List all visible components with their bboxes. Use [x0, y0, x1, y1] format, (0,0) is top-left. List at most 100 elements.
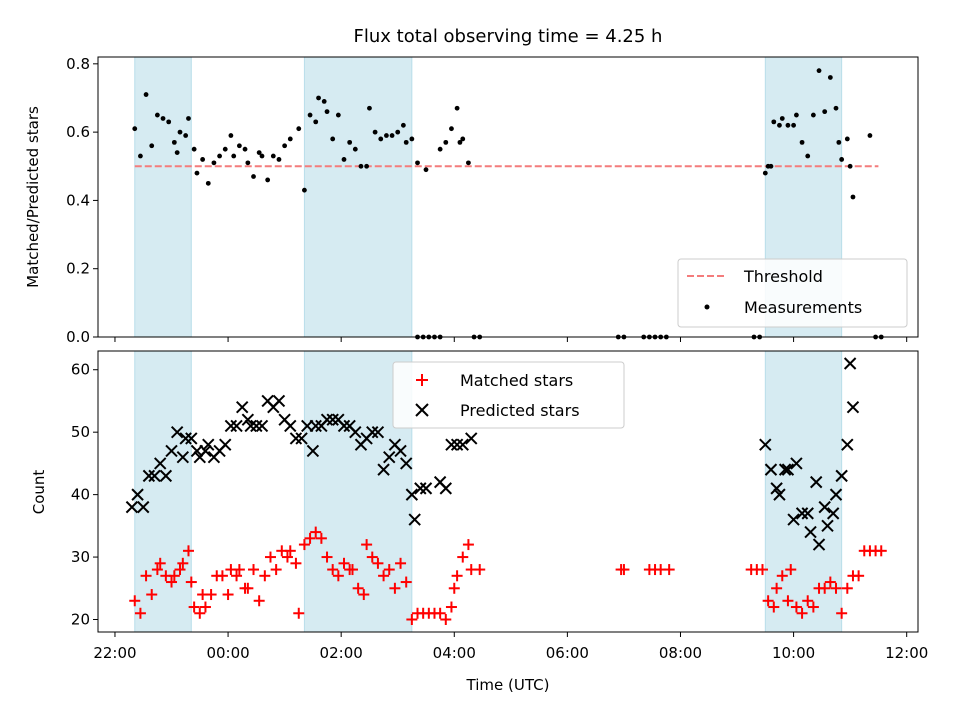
- measurement-point: [171, 139, 177, 145]
- matched-star-point: [154, 557, 166, 569]
- predicted-star-point: [759, 438, 772, 451]
- ratio-panel-frame: [97, 56, 919, 338]
- matched-star-point: [166, 576, 178, 588]
- matched-star-point: [451, 570, 463, 582]
- predicted-star-point-b: [165, 444, 178, 458]
- x-tick-label: 08:00: [659, 644, 702, 662]
- matched-star-point: [293, 607, 305, 619]
- measurement-point: [236, 143, 242, 149]
- measurement-point: [217, 153, 222, 159]
- matched-star-point: [188, 601, 200, 613]
- predicted-star-point: [821, 519, 834, 533]
- matched-legend-marker: [416, 374, 428, 386]
- ratio-y-tick-label: 0.4: [66, 191, 90, 209]
- predicted-star-point: [306, 444, 320, 458]
- matched-star-point: [361, 539, 373, 551]
- matched-star-point: [663, 564, 675, 576]
- predicted-star-point: [843, 357, 857, 370]
- measurement-point: [191, 146, 197, 152]
- predicted-star-point-b: [230, 419, 243, 433]
- matched-star-point: [321, 551, 333, 563]
- ratio-y-tick-label: 0.6: [66, 123, 90, 141]
- measurement-point: [341, 157, 347, 162]
- measurement-point: [847, 163, 853, 169]
- measurements-legend-label: Measurements: [744, 298, 862, 317]
- predicted-star-point: [764, 463, 778, 476]
- measurement-point: [389, 133, 395, 138]
- matched-star-point: [327, 564, 339, 576]
- predicted-star-point: [142, 469, 156, 483]
- matched-star-point: [836, 607, 848, 619]
- measurement-point: [367, 105, 372, 111]
- matched-star-point: [270, 564, 282, 576]
- matched-star-point: [824, 576, 836, 588]
- measurement-point: [313, 119, 319, 125]
- predicted-star-point-b: [235, 400, 249, 414]
- predicted-star-point: [419, 482, 433, 495]
- measurement-point: [276, 157, 282, 162]
- predicted-star-point: [185, 432, 198, 445]
- x-tick-label: 04:00: [433, 644, 476, 662]
- predicted-star-point: [394, 444, 407, 458]
- predicted-star-point-b: [371, 425, 385, 439]
- predicted-star-point: [148, 469, 161, 483]
- predicted-star-point-b: [419, 482, 433, 495]
- predicted-star-point: [773, 488, 786, 501]
- measurement-point: [437, 146, 443, 152]
- predicted-star-point-b: [795, 507, 809, 520]
- predicted-star-point-b: [142, 469, 156, 483]
- predicted-star-point: [812, 538, 826, 551]
- predicted-star-point: [219, 438, 232, 451]
- measurement-point: [358, 163, 364, 169]
- x-axis-label: Time (UTC): [466, 676, 550, 694]
- matched-star-point: [366, 551, 378, 563]
- measurement-point: [138, 153, 143, 159]
- measurement-point: [794, 112, 799, 118]
- predicted-star-point: [337, 419, 351, 433]
- predicted-star-point: [244, 419, 257, 433]
- predicted-star-point-b: [176, 450, 190, 464]
- predicted-star-point-b: [343, 419, 356, 433]
- predicted-star-point-b: [366, 425, 379, 439]
- predicted-star-point-b: [450, 438, 464, 451]
- predicted-star-point-b: [278, 413, 291, 426]
- measurement-point: [816, 68, 822, 74]
- matched-star-point: [146, 589, 158, 601]
- count-observing-band-2: [764, 350, 843, 633]
- matched-star-point: [168, 570, 180, 582]
- count-observing-band-0: [134, 350, 192, 633]
- predicted-star-point-b: [841, 438, 854, 451]
- ratio-legend: Threshold Measurements: [677, 258, 908, 328]
- predicted-star-point: [199, 444, 212, 458]
- matched-star-point: [796, 607, 808, 619]
- predicted-star-point: [241, 413, 255, 426]
- matched-star-point: [445, 601, 457, 613]
- measurement-point: [460, 136, 466, 142]
- matched-star-point: [281, 551, 293, 563]
- matched-star-point: [440, 614, 452, 626]
- matched-star-point: [284, 545, 296, 557]
- predicted-star-point: [295, 432, 308, 445]
- measurement-point: [205, 180, 211, 186]
- x-tick-label: 10:00: [772, 644, 815, 662]
- ratio-y-axis-label: Matched/Predicted stars: [24, 106, 42, 288]
- matched-star-point: [830, 582, 842, 594]
- predicted-star-point: [781, 463, 795, 476]
- ratio-y-tick-label: 0.2: [66, 260, 90, 278]
- count-y-tick-label: 20: [71, 611, 90, 629]
- measurement-point: [791, 122, 796, 128]
- predicted-star-point-b: [801, 507, 814, 520]
- predicted-star-point: [125, 500, 139, 514]
- measurement-point: [400, 122, 406, 128]
- predicted-star-point: [202, 438, 215, 451]
- measurement-point: [154, 112, 160, 118]
- predicted-star-point-b: [773, 488, 786, 501]
- measurement-point: [785, 122, 791, 128]
- measurement-point: [186, 116, 191, 121]
- predicted-star-point: [250, 419, 263, 433]
- predicted-star-point-b: [383, 450, 396, 464]
- predicted-star-point: [272, 394, 286, 408]
- matched-star-point: [205, 589, 217, 601]
- predicted-star-point-b: [295, 432, 308, 445]
